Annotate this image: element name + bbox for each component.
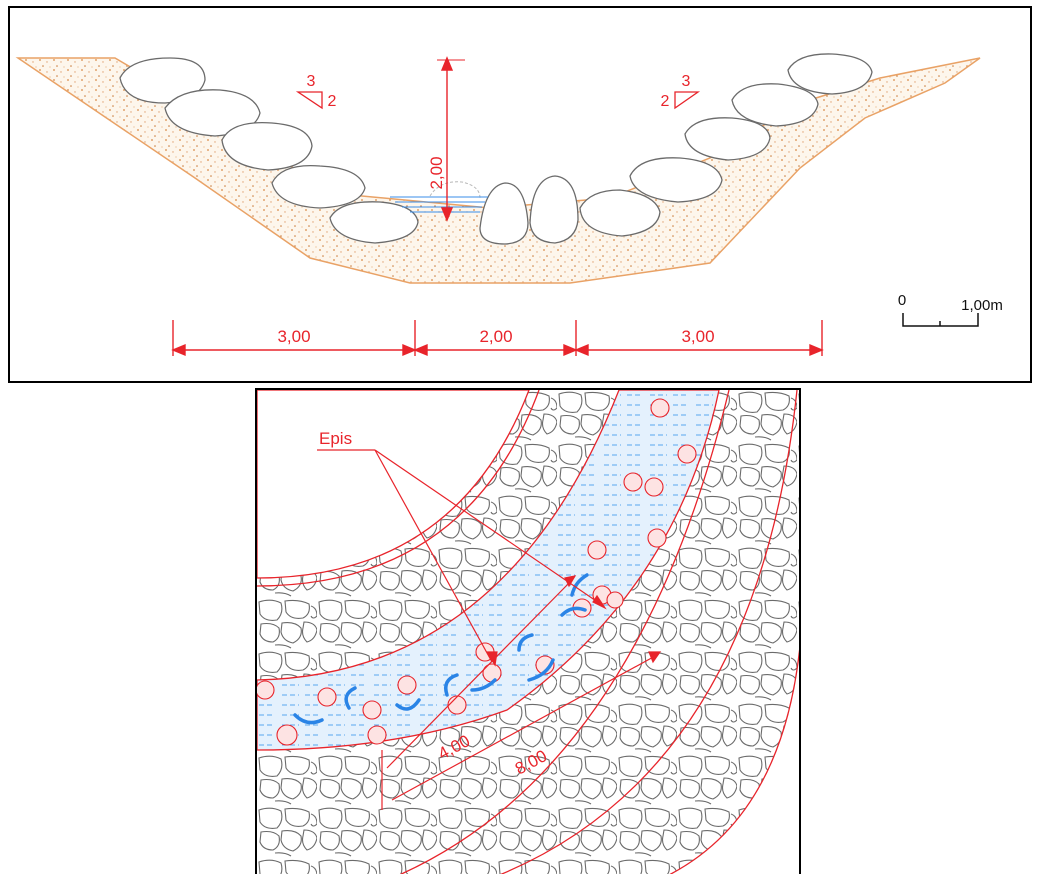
channel-boundaries: [257, 390, 798, 874]
slope-left-rise: 3: [307, 73, 316, 90]
inner-quadrant: [257, 390, 530, 579]
flow-arrows: [293, 573, 589, 725]
dim-bottom-center-label: 2,00: [479, 327, 512, 346]
plan-view-panel: Epis 4,00 8,00: [255, 388, 801, 874]
slope-right-symbol: 3 2: [661, 73, 701, 110]
water-lines: [390, 196, 488, 213]
height-label: 2,00: [427, 156, 446, 189]
slope-right-rise: 3: [682, 73, 691, 90]
stones-center: [479, 175, 661, 245]
slope-right-run: 2: [661, 93, 670, 110]
stones-right-bank: [629, 53, 873, 203]
plan-dimensions: [381, 575, 662, 810]
slope-left-symbol: 3 2: [295, 73, 337, 110]
height-dimension: [437, 56, 465, 222]
scale-zero-label: 0: [898, 292, 906, 309]
dim-bottom-left-label: 3,00: [277, 327, 310, 346]
outer-margin: [669, 648, 799, 874]
cross-section-drawing: 2,00 3 2 3 2 3,00 2,00 3,00: [15, 53, 1003, 357]
epis-label: Epis: [319, 429, 352, 448]
epis-leaders: [317, 449, 607, 667]
water-channel: [257, 390, 720, 751]
plan-view-drawing: Epis 4,00 8,00: [257, 390, 799, 874]
dim-bottom-right-label: 3,00: [681, 327, 714, 346]
scale-bar: [902, 313, 979, 327]
stones-left-bank: [119, 57, 419, 244]
dashed-stone: [429, 181, 481, 199]
scale-length-label: 1,00m: [961, 297, 1003, 314]
cross-section-panel: 2,00 3 2 3 2 3,00 2,00 3,00: [8, 6, 1032, 383]
bottom-dimension-line: [171, 320, 824, 357]
slope-left-run: 2: [328, 93, 337, 110]
